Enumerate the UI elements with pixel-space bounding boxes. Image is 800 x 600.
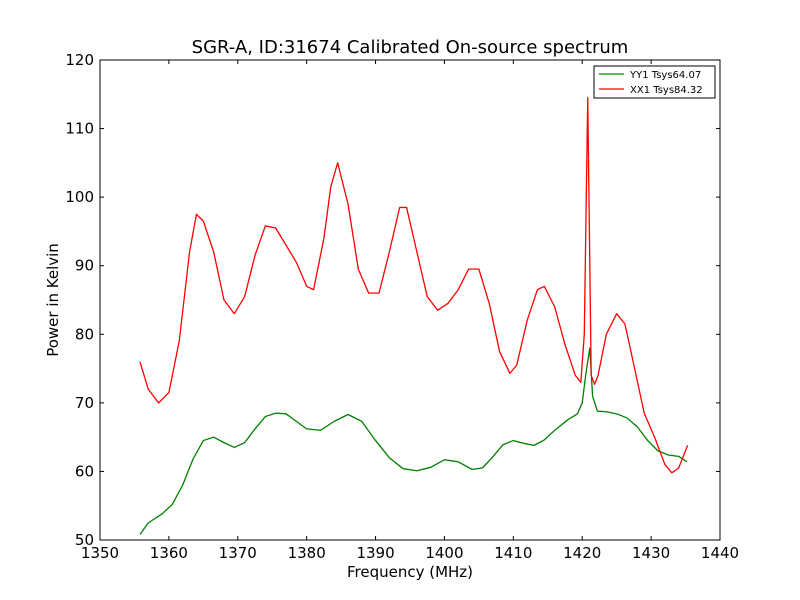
y-tick-label: 100 xyxy=(65,188,94,206)
legend: YY1 Tsys64.07 XX1 Tsys84.32 xyxy=(593,65,716,99)
x-tick-label: 1430 xyxy=(632,544,670,562)
x-tick-label: 1390 xyxy=(356,544,394,562)
x-tick-label: 1440 xyxy=(701,544,739,562)
chart-title: SGR-A, ID:31674 Calibrated On-source spe… xyxy=(192,37,629,58)
y-tick-label: 60 xyxy=(75,462,94,480)
y-tick-label: 120 xyxy=(65,51,94,69)
x-tick-label: 1420 xyxy=(563,544,601,562)
y-tick-label: 110 xyxy=(65,120,94,138)
series-line-yy1 xyxy=(139,347,688,535)
series-line-xx1 xyxy=(139,97,689,474)
x-tick-label: 1400 xyxy=(425,544,463,562)
legend-label-yy1: YY1 Tsys64.07 xyxy=(629,70,701,81)
legend-box xyxy=(593,65,716,99)
x-tick-label: 1410 xyxy=(494,544,532,562)
y-tick-label: 90 xyxy=(75,257,94,275)
y-axis-label: Power in Kelvin xyxy=(44,243,62,357)
ticks-layer: 1350 1360 1370 1380 1390 1400 1410 1420 1430 1440… xyxy=(65,51,739,562)
x-tick-label: 1360 xyxy=(150,544,188,562)
x-axis-label: Frequency (MHz) xyxy=(347,563,473,581)
y-tick-label: 70 xyxy=(75,394,94,412)
plot-frame xyxy=(99,59,721,541)
y-tick-label: 80 xyxy=(75,325,94,343)
x-tick-label: 1350 xyxy=(81,544,119,562)
x-tick-label: 1370 xyxy=(219,544,257,562)
legend-label-xx1: XX1 Tsys84.32 xyxy=(630,85,703,96)
y-tick-label: 50 xyxy=(75,531,94,549)
plot-area: 1350 1360 1370 1380 1390 1400 1410 1420 1430 1440… xyxy=(65,51,739,562)
x-tick-label: 1380 xyxy=(288,544,326,562)
series-layer xyxy=(139,97,689,535)
